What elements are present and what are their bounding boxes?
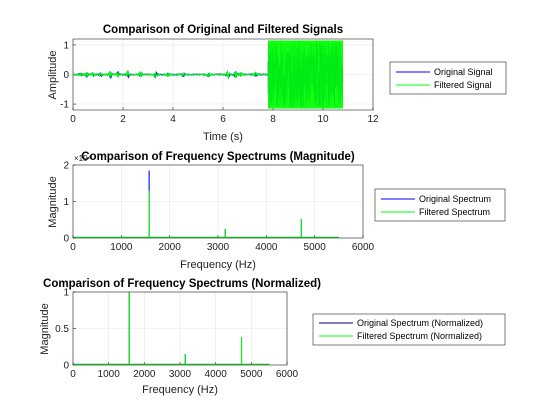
y-tick-labels: 00.51 (55, 288, 69, 372)
axes-box (72, 164, 364, 239)
x-tick-label: 5000 (240, 369, 263, 380)
legend-label-original-signal: Original Signal (434, 67, 493, 77)
y-tick-label: 0.5 (55, 324, 69, 335)
legend: Original Spectrum (Normalized) Filtered … (312, 313, 506, 346)
chart-title: Comparison of Frequency Spectrums (Norma… (43, 278, 321, 290)
legend-label-filtered-signal: Filtered Signal (434, 80, 492, 90)
legend: Original Signal Filtered Signal (389, 61, 507, 95)
legend-box (389, 61, 507, 95)
plot-data (73, 170, 339, 238)
legend-label-filtered-normalized: Filtered Spectrum (Normalized) (357, 331, 482, 341)
x-tick-label: 1000 (110, 242, 133, 253)
x-tick-label: 0 (70, 369, 76, 380)
x-axis-label: Frequency (Hz) (142, 384, 218, 396)
x-tick-label: 6000 (276, 369, 299, 380)
x-tick-label: 3000 (207, 242, 230, 253)
panel-time-signals: Comparison of Original and Filtered Sign… (47, 24, 507, 143)
y-tick-label: 0 (63, 361, 69, 372)
x-tick-label: 4000 (255, 242, 278, 253)
chart-title: Comparison of Original and Filtered Sign… (103, 24, 343, 36)
plot-data (73, 292, 270, 365)
x-tick-label: 0 (70, 242, 76, 253)
legend-label-original-spectrum: Original Spectrum (419, 194, 491, 204)
x-tick-label: 3000 (169, 369, 192, 380)
y-tick-labels: 0 1 2 (63, 161, 69, 245)
axes-box (72, 38, 374, 111)
legend-label-filtered-spectrum: Filtered Spectrum (419, 207, 490, 217)
chart-title: Comparison of Frequency Spectrums (Magni… (81, 151, 355, 163)
x-tick-label: 0 (70, 114, 76, 125)
plot-data (72, 40, 344, 109)
legend-box (312, 313, 506, 346)
x-tick-label: 2000 (133, 369, 156, 380)
y-exponent-label: ×10⁴ (74, 154, 92, 163)
series-filtered-noise (268, 40, 343, 109)
x-tick-label: 4 (170, 114, 176, 125)
y-axis-label: Amplitude (47, 51, 59, 100)
y-tick-label: 1 (63, 288, 69, 299)
x-tick-label: 6 (220, 114, 226, 125)
x-tick-label: 2 (120, 114, 126, 125)
x-tick-label: 1000 (98, 369, 121, 380)
y-tick-label: 0 (63, 234, 69, 245)
panel-magnitude-spectrum: Comparison of Frequency Spectrums (Magni… (47, 151, 506, 271)
y-tick-label: -1 (60, 100, 69, 111)
x-tick-labels: 0 1000 2000 3000 4000 5000 6000 (70, 242, 374, 253)
y-tick-labels: -1 0 1 (60, 40, 69, 110)
y-tick-label: 1 (63, 40, 69, 51)
legend-box (374, 188, 506, 222)
x-tick-label: 12 (367, 114, 379, 125)
y-axis-label: Magnitude (39, 303, 51, 354)
x-tick-label: 4000 (205, 369, 228, 380)
x-tick-labels: 0 2 4 6 8 10 12 (70, 114, 379, 125)
x-tick-label: 8 (270, 114, 276, 125)
x-tick-label: 10 (317, 114, 329, 125)
x-tick-label: 2000 (159, 242, 182, 253)
x-tick-label: 6000 (352, 242, 375, 253)
y-tick-label: 2 (63, 161, 69, 172)
y-tick-label: 0 (63, 70, 69, 81)
y-tick-label: 1 (63, 197, 69, 208)
legend-label-original-normalized: Original Spectrum (Normalized) (357, 318, 483, 328)
x-axis-label: Frequency (Hz) (180, 259, 256, 271)
y-axis-label: Magnitude (47, 176, 59, 227)
axes-box (72, 291, 288, 366)
series-filtered-signal (72, 70, 269, 79)
legend: Original Spectrum Filtered Spectrum (374, 188, 506, 222)
x-tick-labels: 0 1000 2000 3000 4000 5000 6000 (70, 369, 298, 380)
panel-normalized-spectrum: Comparison of Frequency Spectrums (Norma… (39, 278, 506, 396)
x-axis-label: Time (s) (203, 131, 243, 143)
x-tick-label: 5000 (304, 242, 327, 253)
